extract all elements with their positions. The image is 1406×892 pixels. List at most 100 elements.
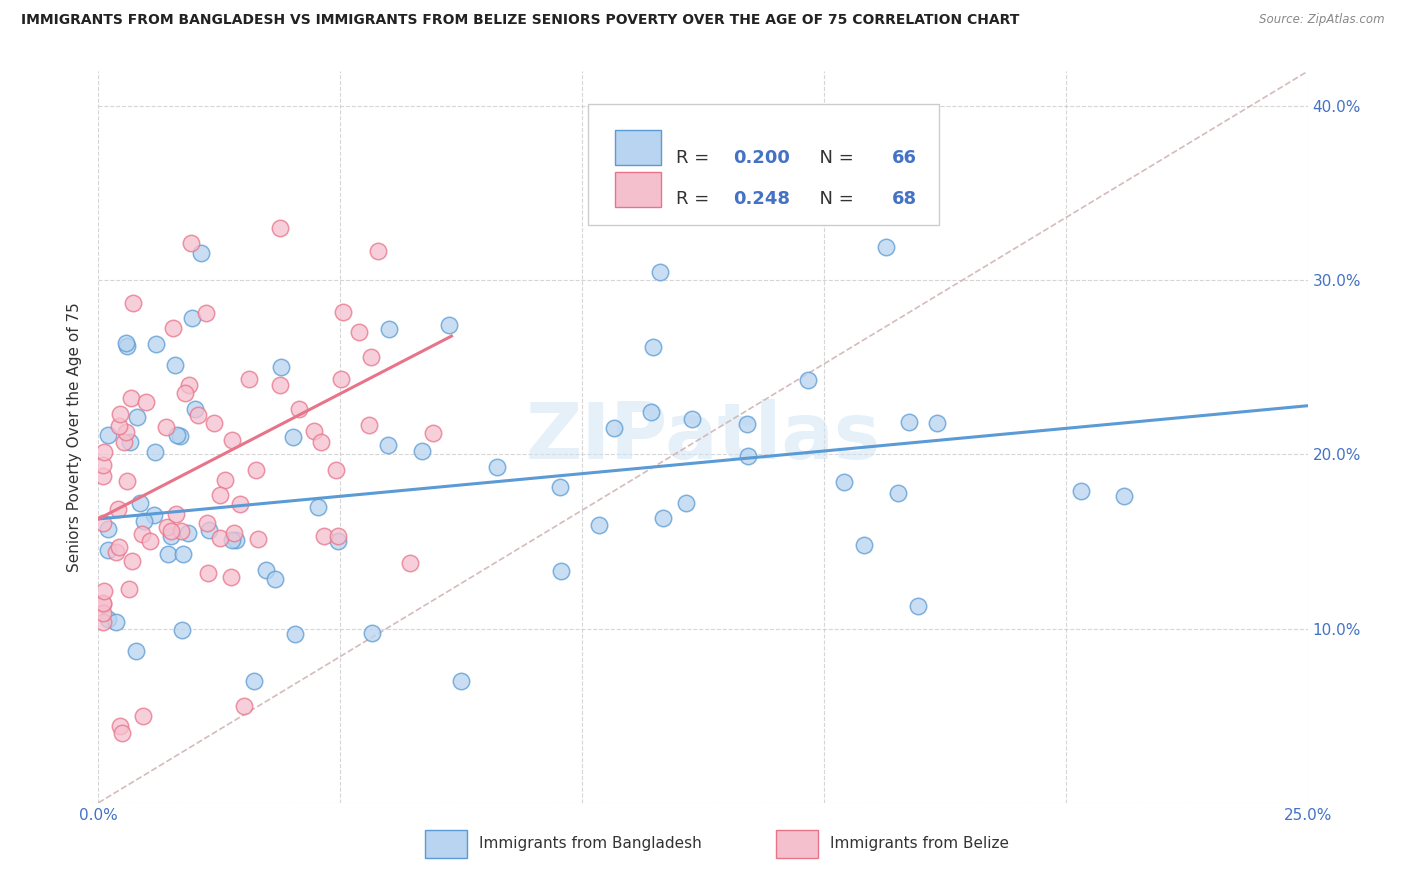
Point [104, 615, 127, 629]
Point [681, 412, 703, 426]
Point [411, 444, 433, 458]
Point [170, 524, 193, 538]
Point [225, 533, 247, 547]
Point [422, 426, 444, 441]
Point [190, 246, 212, 260]
Text: IMMIGRANTS FROM BANGLADESH VS IMMIGRANTS FROM BELIZE SENIORS POVERTY OVER THE AG: IMMIGRANTS FROM BANGLADESH VS IMMIGRANTS… [21, 13, 1019, 28]
Point [120, 434, 142, 449]
Point [243, 673, 266, 688]
Point [797, 373, 820, 387]
Point [437, 318, 460, 332]
Point [108, 418, 131, 433]
Point [160, 529, 183, 543]
Point [125, 643, 148, 657]
Point [155, 420, 177, 434]
Point [270, 359, 292, 374]
FancyBboxPatch shape [588, 104, 939, 225]
Text: R =: R = [676, 190, 716, 209]
Point [307, 500, 329, 514]
Point [209, 488, 232, 502]
Point [326, 533, 349, 548]
Point [120, 391, 142, 405]
Point [169, 428, 191, 442]
Point [254, 563, 277, 577]
Point [91, 458, 114, 472]
Point [122, 296, 145, 310]
Point [450, 673, 472, 688]
Point [91, 606, 114, 620]
Point [173, 385, 195, 400]
FancyBboxPatch shape [425, 830, 467, 858]
Point [399, 556, 422, 570]
Point [91, 615, 114, 629]
Point [91, 468, 114, 483]
Point [219, 570, 242, 584]
Point [127, 409, 149, 424]
Point [108, 718, 131, 732]
Point [1112, 489, 1135, 503]
Point [367, 244, 389, 258]
Point [332, 304, 354, 318]
Point [245, 463, 267, 477]
Point [603, 421, 626, 435]
Point [166, 428, 188, 442]
Point [281, 430, 304, 444]
Point [112, 434, 135, 449]
Text: Immigrants from Belize: Immigrants from Belize [830, 837, 1010, 851]
Point [377, 438, 399, 452]
FancyBboxPatch shape [614, 130, 661, 165]
Point [269, 378, 291, 392]
Text: 66: 66 [891, 149, 917, 167]
Point [105, 545, 128, 559]
Point [325, 463, 347, 477]
Point [172, 548, 194, 562]
Point [233, 699, 256, 714]
Point [641, 341, 664, 355]
Text: R =: R = [676, 149, 716, 167]
Point [128, 496, 150, 510]
Point [853, 538, 876, 552]
Point [187, 408, 209, 422]
Point [330, 372, 353, 386]
Point [91, 597, 114, 611]
Point [97, 427, 120, 442]
Point [97, 522, 120, 536]
Point [360, 350, 382, 364]
Point [163, 358, 186, 372]
Point [735, 417, 758, 432]
Text: N =: N = [808, 190, 859, 209]
Point [177, 378, 200, 392]
Text: Immigrants from Bangladesh: Immigrants from Bangladesh [479, 837, 702, 851]
Point [115, 336, 138, 351]
Point [228, 497, 250, 511]
Text: N =: N = [808, 149, 859, 167]
Point [887, 485, 910, 500]
Point [162, 320, 184, 334]
Point [221, 434, 243, 448]
Point [97, 612, 120, 626]
Point [485, 459, 508, 474]
Point [309, 435, 332, 450]
Point [361, 626, 384, 640]
Text: Source: ZipAtlas.com: Source: ZipAtlas.com [1260, 13, 1385, 27]
Point [143, 444, 166, 458]
Point [202, 417, 225, 431]
Point [181, 310, 204, 325]
Point [195, 516, 218, 530]
Point [145, 337, 167, 351]
Point [264, 572, 287, 586]
Point [108, 407, 131, 421]
Point [648, 265, 671, 279]
Point [349, 326, 371, 340]
Point [155, 520, 177, 534]
Point [652, 511, 675, 525]
FancyBboxPatch shape [614, 171, 661, 207]
Point [927, 416, 949, 430]
Point [115, 425, 138, 439]
Point [157, 547, 180, 561]
Point [198, 524, 221, 538]
Point [284, 627, 307, 641]
Point [107, 540, 129, 554]
Point [97, 543, 120, 558]
Point [640, 405, 662, 419]
